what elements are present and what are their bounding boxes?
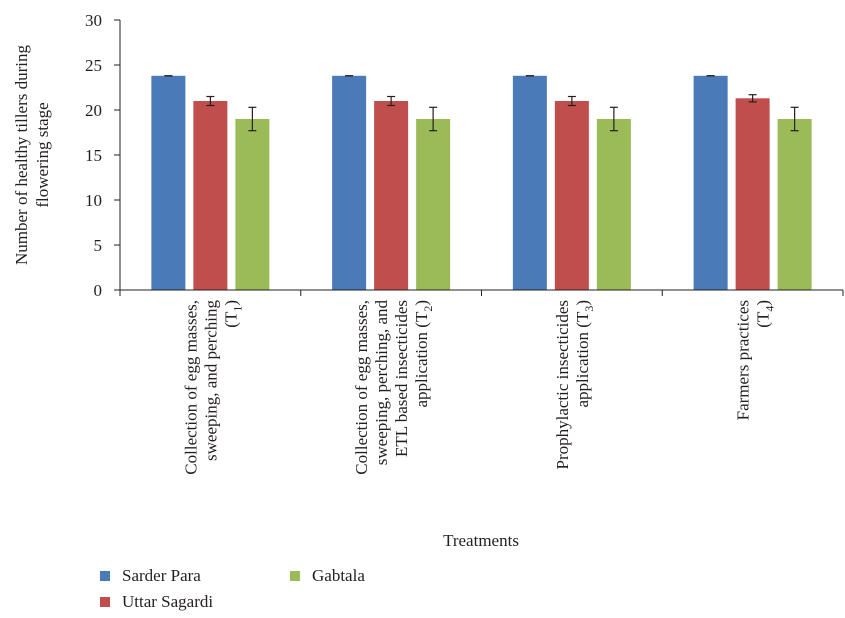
x-category-label: Collection of egg masses,sweeping, and p… [181, 300, 244, 475]
bar-gabtala [416, 119, 451, 290]
legend-swatch [100, 571, 110, 581]
bar-gabtala [777, 119, 812, 290]
y-axis-title-line: flowering stage [33, 102, 52, 207]
bar-sarder-para [512, 75, 547, 290]
category-label-line: application (T [573, 311, 592, 407]
bar-uttar-sagardi [374, 101, 409, 290]
category-label-line: Prophylactic insecticides [553, 300, 572, 469]
x-category-label: Prophylactic insecticidesapplication (T3… [553, 300, 596, 469]
y-axis-title-line: Number of healthy tillers during [12, 45, 31, 266]
category-label-line: Collection of egg masses, [352, 300, 371, 475]
x-axis-title: Treatments [443, 531, 519, 550]
legend-label: Sarder Para [122, 566, 201, 585]
category-labels: Collection of egg masses,sweeping, and p… [181, 300, 776, 475]
legend-item: Uttar Sagardi [100, 592, 213, 612]
legend-label: Uttar Sagardi [122, 592, 214, 611]
x-axis [119, 289, 844, 296]
category-label-line: sweeping, perching, and [372, 300, 391, 466]
category-label-subscript: 4 [763, 306, 777, 312]
bar-gabtala [596, 119, 631, 290]
category-label-subscript: 3 [582, 306, 596, 312]
y-tick-label: 5 [94, 236, 103, 255]
category-label-line: Farmers practices [734, 300, 753, 420]
bar-sarder-para [151, 75, 186, 290]
bar-uttar-sagardi [193, 101, 228, 290]
x-category-label: Collection of egg masses,sweeping, perch… [352, 300, 435, 475]
legend-swatch [100, 597, 110, 607]
legend-label: Gabtala [312, 566, 365, 585]
y-tick-label: 20 [85, 101, 102, 120]
y-tick-label: 0 [94, 281, 103, 300]
error-bars [164, 75, 799, 132]
bar-gabtala [235, 119, 270, 290]
category-label-line: (T [221, 311, 240, 328]
bars [151, 75, 812, 290]
y-tick-label: 15 [85, 146, 102, 165]
category-label-line: application (T [412, 311, 431, 407]
y-tick-label: 30 [85, 11, 102, 30]
legend-item: Sarder Para [100, 566, 201, 586]
category-label-suffix: ) [412, 300, 431, 306]
y-axis-title: Number of healthy tillers during flowerin… [12, 45, 52, 266]
bar-uttar-sagardi [735, 98, 770, 290]
category-label-subscript: 2 [421, 306, 435, 312]
bar-sarder-para [693, 75, 728, 290]
category-label-line: sweeping, and perching [201, 300, 220, 461]
category-label-subscript: 1 [230, 306, 244, 312]
category-label-line: Collection of egg masses, [181, 300, 200, 475]
category-label-line: (T [754, 311, 773, 328]
category-label-suffix: ) [221, 300, 240, 306]
bar-sarder-para [332, 75, 367, 290]
legend-item: Gabtala [290, 566, 365, 586]
x-category-label: Farmers practices(T4) [734, 300, 777, 420]
y-tick-label: 25 [85, 56, 102, 75]
y-tick-label: 10 [85, 191, 102, 210]
legend: Sarder Para Uttar Sagardi Gabtala [100, 566, 520, 616]
category-label-suffix: ) [573, 300, 592, 306]
category-label-suffix: ) [754, 300, 773, 306]
category-label-line: ETL based insecticides [392, 300, 411, 457]
y-axis: 0 5 10 15 20 25 30 [85, 11, 121, 300]
legend-swatch [290, 571, 300, 581]
bar-uttar-sagardi [554, 101, 589, 290]
